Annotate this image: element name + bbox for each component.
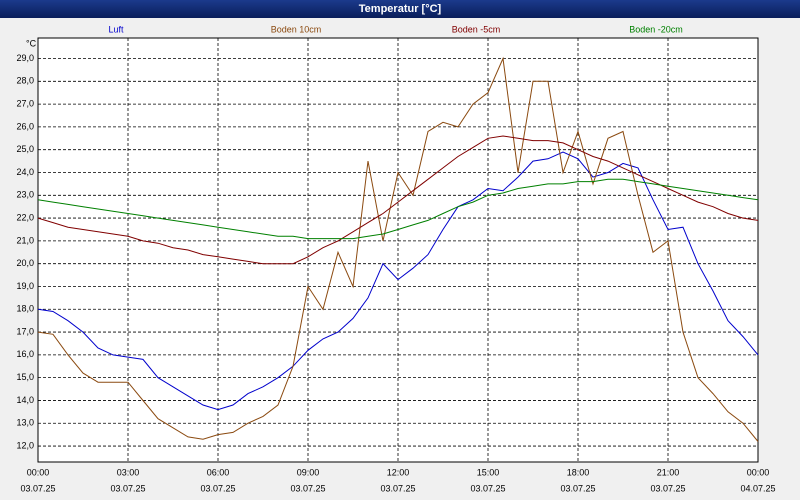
x-tick-label: 21:00 xyxy=(657,467,680,477)
y-axis-label: °C xyxy=(26,38,37,48)
y-tick-label: 27,0 xyxy=(16,98,34,108)
x-tick-date: 03.07.25 xyxy=(380,483,415,493)
x-tick-date: 03.07.25 xyxy=(560,483,595,493)
x-tick-date: 03.07.25 xyxy=(650,483,685,493)
y-tick-label: 24,0 xyxy=(16,167,34,177)
x-tick-date: 04.07.25 xyxy=(740,483,775,493)
x-tick-label: 09:00 xyxy=(297,467,320,477)
y-tick-label: 26,0 xyxy=(16,121,34,131)
y-tick-label: 21,0 xyxy=(16,235,34,245)
legend-entry: Boden -5cm xyxy=(452,24,501,34)
x-tick-date: 03.07.25 xyxy=(470,483,505,493)
legend-entry: Luft xyxy=(108,24,124,34)
y-tick-label: 29,0 xyxy=(16,53,34,63)
y-tick-label: 19,0 xyxy=(16,281,34,291)
x-tick-date: 03.07.25 xyxy=(110,483,145,493)
y-tick-label: 15,0 xyxy=(16,372,34,382)
x-tick-label: 18:00 xyxy=(567,467,590,477)
series-line xyxy=(37,178,759,240)
y-tick-label: 23,0 xyxy=(16,190,34,200)
x-tick-label: 00:00 xyxy=(27,467,50,477)
y-tick-label: 20,0 xyxy=(16,258,34,268)
series-line xyxy=(37,56,759,442)
x-tick-label: 15:00 xyxy=(477,467,500,477)
x-tick-date: 03.07.25 xyxy=(290,483,325,493)
y-tick-label: 16,0 xyxy=(16,349,34,359)
y-tick-label: 18,0 xyxy=(16,304,34,314)
x-tick-label: 00:00 xyxy=(747,467,770,477)
title-bar xyxy=(0,0,800,18)
y-tick-label: 28,0 xyxy=(16,76,34,86)
y-tick-label: 13,0 xyxy=(16,418,34,428)
y-tick-label: 25,0 xyxy=(16,144,34,154)
series-line xyxy=(37,135,759,265)
y-tick-label: 17,0 xyxy=(16,326,34,336)
x-tick-label: 12:00 xyxy=(387,467,410,477)
x-tick-label: 06:00 xyxy=(207,467,230,477)
legend-entry: Boden -20cm xyxy=(629,24,683,34)
x-tick-label: 03:00 xyxy=(117,467,140,477)
y-tick-label: 12,0 xyxy=(16,440,34,450)
y-tick-label: 22,0 xyxy=(16,212,34,222)
chart-title: Temperatur [°C] xyxy=(359,3,442,15)
series-line xyxy=(37,151,759,411)
x-tick-date: 03.07.25 xyxy=(20,483,55,493)
legend-entry: Boden 10cm xyxy=(271,24,322,34)
y-tick-label: 14,0 xyxy=(16,395,34,405)
x-tick-date: 03.07.25 xyxy=(200,483,235,493)
